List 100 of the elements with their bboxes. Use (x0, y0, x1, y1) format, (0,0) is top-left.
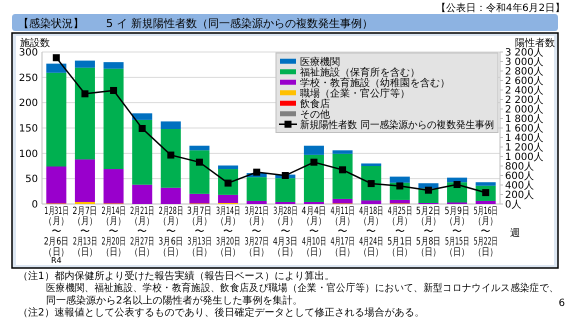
y2-tick-label: 1 400人 (505, 133, 544, 144)
y2-tick-label: 400人 (505, 180, 534, 192)
bar (189, 194, 210, 204)
x-tick-label: 4月11日（月）〜4月17日（日） (330, 204, 355, 258)
y-axis-title: 施設数 (20, 37, 50, 49)
legend-label: 職場（企業・官公庁等） (300, 87, 410, 100)
y-tick-label: 50 (25, 174, 38, 186)
text: （注1）都内保健所より受けた報告実績（報告日ベース）により算出。 (18, 270, 334, 282)
bar (46, 64, 66, 73)
y-tick-label: 300 (18, 48, 38, 58)
bar (304, 154, 324, 202)
x-tick-label: 3月21日（月）〜3月27日（日） (244, 204, 269, 258)
point (396, 182, 404, 190)
point (310, 158, 318, 166)
y-tick-label: 250 (18, 72, 38, 84)
legend-label: 新規陽性者数 同一感染源からの複数発生事例 (300, 118, 504, 131)
x-tick-label: 4月4日（月）〜4月10日（日） (302, 206, 326, 258)
point (138, 124, 146, 132)
y2-tick-label: 0人 (505, 200, 522, 210)
y-tick-label: 150 (18, 124, 38, 134)
bar (218, 194, 238, 203)
y2-tick-label: 2 600人 (505, 76, 544, 87)
legend-label: 福祉施設（保育所を含む） (300, 66, 420, 78)
text: R4 (50, 256, 62, 265)
bar (189, 146, 210, 150)
bar (246, 200, 267, 204)
bar (476, 182, 496, 186)
bar (74, 68, 95, 160)
bar (132, 184, 152, 204)
bar (46, 166, 66, 204)
bar (476, 200, 496, 204)
bar (160, 129, 181, 188)
x-tick-label: 1月31日（月）〜2月6日（日） (44, 204, 69, 258)
bar (361, 163, 382, 166)
point (368, 180, 375, 188)
bar (46, 72, 66, 167)
y2-tick-label: 1 800人 (505, 114, 544, 125)
x-tick-label: 2月14日（月）〜2月20日（日） (101, 204, 126, 258)
bar (132, 113, 152, 120)
bar (104, 62, 124, 69)
y2-tick-label: 600人 (505, 171, 534, 182)
text: 医療機関、福祉施設、学校・教育施設、飲食店及び職場（企業・官公庁等）において、新型コロナウイルス感染症で、 (46, 282, 559, 294)
text: 【公表日：令和4年6月2日】 (436, 2, 565, 14)
y2-tick-label: 3 200人 (505, 48, 544, 58)
point (167, 152, 174, 159)
x-tick-label: 2月28日（月）〜3月6日（日） (158, 204, 184, 258)
y-tick-label: 0 (32, 200, 38, 210)
bar (390, 200, 410, 204)
y2-tick-label: 800人 (505, 162, 534, 172)
bar (189, 150, 210, 194)
x-tick-label: 4月25日（月）〜5月1日（日） (387, 204, 412, 258)
point (52, 54, 60, 62)
x-axis-title: 週 (510, 228, 520, 239)
x-tick-label: 2月7日（月）〜2月13日（日） (72, 206, 98, 258)
y2-tick-label: 2 400人 (505, 86, 544, 96)
point (110, 86, 118, 94)
y2-tick-label: 1 600人 (505, 124, 544, 134)
point (282, 172, 289, 179)
legend-label: その他 (300, 108, 330, 120)
bar (104, 68, 124, 170)
bar (160, 188, 181, 204)
y2-tick-label: 2 000人 (505, 104, 544, 116)
y2-tick-label: 1 200人 (505, 142, 544, 154)
x-tick-label: 3月7日（月）〜3月13日（日） (187, 206, 212, 258)
bar (74, 60, 95, 68)
x-tick-label: 3月28日（月）〜4月3日（日） (272, 204, 298, 258)
bar (74, 159, 95, 202)
y-tick-label: 100 (18, 148, 38, 160)
bar (304, 146, 324, 155)
text: 同一感染源から2名以上の陽性者が発生した事例を集計。 (46, 294, 302, 306)
point (196, 158, 203, 166)
x-tick-label: 5月16日（月）〜5月22日（日） (474, 204, 498, 258)
bar (390, 176, 410, 183)
x-tick-label: 3月14日（月）〜3月20日（日） (216, 204, 240, 258)
point (253, 168, 260, 176)
bar (104, 169, 124, 204)
legend-label: 飲食店 (300, 98, 330, 110)
bar (361, 200, 382, 204)
text: 6 (558, 298, 565, 309)
x-tick-label: 2月21日（月）〜2月27日（日） (130, 204, 154, 258)
bar (275, 178, 296, 202)
y2-tick-label: 3 000人 (505, 57, 544, 68)
y-tick-label: 200 (18, 98, 38, 110)
point (454, 181, 461, 188)
legend-label: 医療機関 (300, 56, 340, 68)
legend-label: 学校・教育施設（幼稚園を含む） (300, 76, 450, 89)
point (339, 166, 346, 174)
x-tick-label: 5月2日（月）〜5月8日（日） (416, 206, 441, 258)
bar (332, 154, 353, 199)
chart-title: 【感染状況】 5 イ 新規陽性者数（同一感染源からの複数発生事例） (18, 17, 373, 30)
text: （注2）速報値として公表するものであり、後日確定データとして修正される場合がある。 (18, 306, 424, 319)
y2-tick-label: 200人 (505, 190, 534, 201)
bar (332, 198, 353, 204)
point (424, 186, 432, 194)
bar (361, 166, 382, 200)
y2-tick-label: 1 000人 (505, 152, 544, 163)
y2-tick-label: 2 800人 (505, 66, 544, 78)
point (81, 90, 88, 98)
bar (160, 121, 181, 130)
y2-tick-label: 2 200人 (505, 95, 544, 106)
